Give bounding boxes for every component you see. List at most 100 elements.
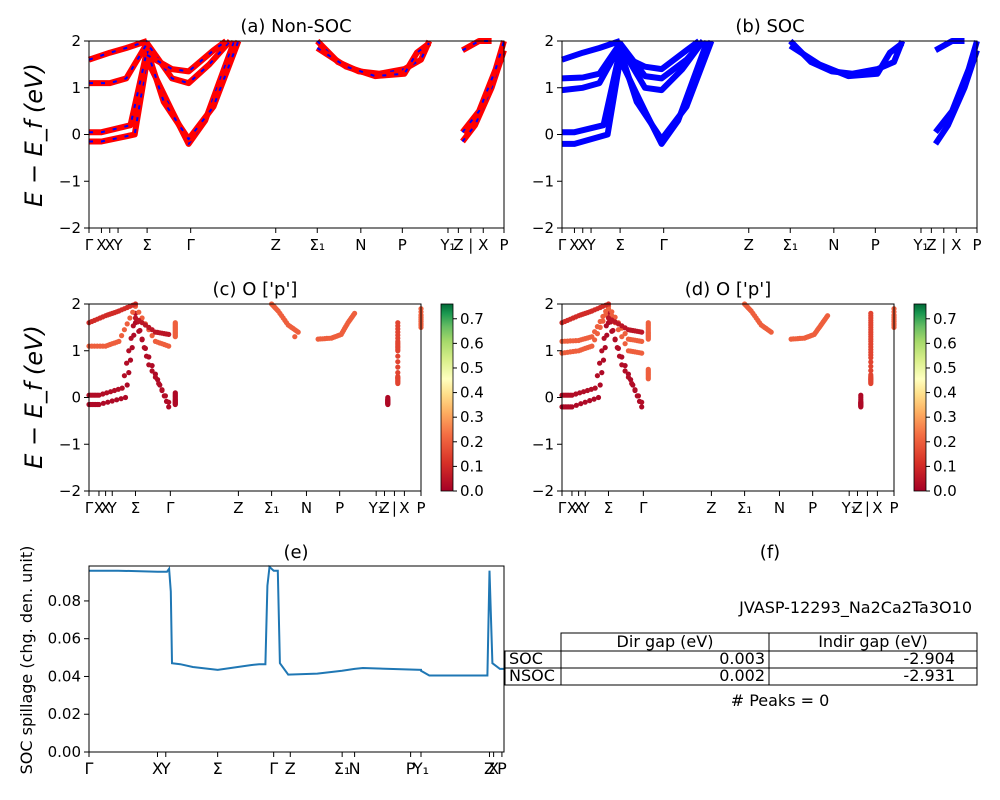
xtick-label: N (828, 236, 839, 254)
xtick-label: N (355, 236, 366, 254)
colorbar-d-ticks: 0.0 0.1 0.2 0.3 0.4 0.5 0.6 0.7 (926, 310, 957, 500)
ytick-label: 0.06 (48, 630, 81, 648)
xtick-label: Z (453, 236, 463, 254)
xtick-label: N (774, 499, 785, 517)
colorbar-tick-label: 0.2 (933, 433, 957, 451)
xtick-label: Γ (659, 236, 668, 254)
projection-point (130, 323, 136, 329)
xtick-label: P (808, 499, 817, 517)
projection-point (868, 368, 874, 374)
xtick-label: Y₁ (841, 499, 857, 517)
projection-point (868, 372, 874, 378)
ytick-label: 2 (544, 295, 554, 313)
projection-point (395, 359, 401, 365)
projection-point (159, 387, 165, 393)
projection-point (573, 402, 580, 408)
xtick-label: P (889, 499, 898, 517)
xtick-label: P (406, 759, 416, 778)
projection-point (635, 393, 642, 399)
projection-point (129, 345, 135, 351)
plot-a-ylabel: E − E_f (eV) (20, 63, 48, 207)
colorbar-tick-label: 0.4 (460, 384, 484, 402)
projection-point (632, 387, 638, 393)
xtick-label: X (578, 236, 588, 254)
projection-point (395, 353, 401, 359)
projection-point (597, 382, 603, 388)
colorbar-tick-label: 0.3 (933, 408, 957, 426)
projection-point (152, 374, 158, 380)
projection-point (108, 389, 114, 395)
projection-point (639, 399, 645, 405)
xtick-label: Γ (85, 236, 94, 254)
projection-point (162, 393, 168, 399)
projection-point (122, 394, 129, 401)
projection-point (137, 327, 143, 334)
colorbar-tick-label: 0.2 (460, 433, 484, 451)
projection-point (614, 345, 620, 351)
xtick-label: Σ (615, 236, 624, 254)
xtick-label: Y (112, 236, 123, 254)
projection-point (395, 320, 401, 326)
ytick-label: 1 (71, 342, 81, 360)
xtick-label: Y₁ (912, 236, 928, 254)
projection-point (395, 370, 401, 376)
projection-point (126, 348, 132, 354)
projection-point (868, 359, 874, 365)
projection-point (127, 315, 133, 321)
xtick-label: Y₁ (439, 236, 455, 254)
projection-point (592, 329, 598, 335)
xtick-label: Σ (131, 499, 140, 517)
ytick-label: −1 (532, 435, 554, 453)
colorbar-tick-label: 0.6 (933, 334, 957, 352)
projection-point (600, 357, 607, 363)
ytick-label: 0 (544, 126, 554, 144)
xtick-label: Γ (558, 499, 567, 517)
panel-b-title: (b) SOC (735, 16, 804, 37)
projection-point (146, 362, 152, 368)
projection-point (577, 390, 583, 396)
band-line (562, 39, 715, 143)
ytick-label: 0.02 (48, 705, 81, 723)
projection-point (629, 380, 635, 387)
ytick-label: −2 (59, 482, 81, 500)
xtick-label: X (152, 759, 163, 778)
colorbar-d (913, 303, 927, 492)
projection-point (587, 398, 593, 404)
xtick-label: Σ (604, 499, 613, 517)
projection-point (858, 392, 864, 398)
colorbar-tick-label: 0.0 (460, 482, 484, 500)
projection-point (639, 338, 645, 344)
projection-point (601, 335, 607, 341)
projection-point (603, 323, 609, 329)
band-line (88, 40, 148, 61)
colorbar-tick-label: 0.5 (460, 359, 484, 377)
colorbar-c (440, 303, 454, 492)
colorbar-tick-label: 0.7 (460, 310, 484, 328)
projection-point (395, 375, 401, 381)
xtick-label: P (499, 236, 508, 254)
projection-point (645, 366, 651, 372)
table-row-nsoc-label: NSOC (509, 666, 555, 685)
projection-point (292, 334, 298, 340)
plot-c-ylabel: E − E_f (eV) (20, 325, 48, 469)
xtick-label: N (349, 759, 361, 778)
projection-point (121, 327, 127, 333)
xtick-label: Σ (213, 759, 223, 778)
colorbar-tick-label: 0.5 (933, 359, 957, 377)
projection-point (124, 360, 130, 366)
panel-f-title: (f) (760, 542, 780, 563)
ytick-label: 0.08 (48, 592, 81, 610)
xtick-label: Σ₁ (264, 499, 280, 517)
table-row-soc-label: SOC (509, 649, 543, 668)
projection-point (591, 396, 597, 402)
ytick-label: −1 (59, 435, 81, 453)
projection-point (599, 348, 605, 354)
xtick-label: X (569, 236, 579, 254)
plot-a-series (88, 38, 507, 147)
projection-point (100, 391, 106, 397)
projection-point (599, 370, 605, 376)
xtick-label: N (301, 499, 312, 517)
colorbar-tick-label: 0.3 (460, 408, 484, 426)
ytick-label: 0.00 (48, 743, 81, 761)
